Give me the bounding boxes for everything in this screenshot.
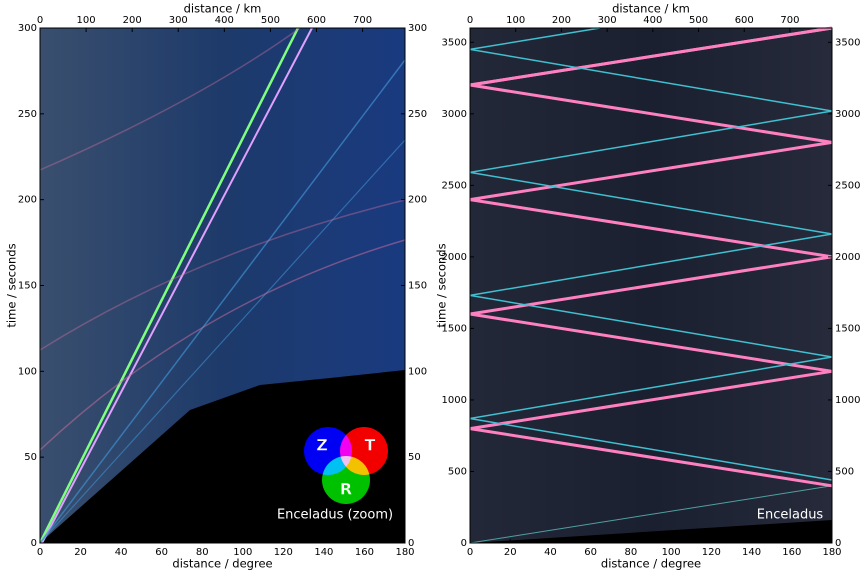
- x-tick-label: 120: [274, 547, 293, 558]
- x-tick-label: 0: [37, 547, 43, 558]
- y-axis-label: time / seconds: [435, 243, 449, 327]
- legend-label: T: [365, 436, 376, 455]
- y-tick-label-right: 300: [408, 23, 427, 34]
- x-tick-label: 180: [395, 547, 414, 558]
- x-tick-label: 40: [115, 547, 128, 558]
- y-tick-label-right: 2000: [835, 252, 860, 263]
- x2-tick-label: 600: [307, 15, 326, 26]
- x2-tick-label: 100: [77, 15, 96, 26]
- x-tick-label: 100: [662, 547, 681, 558]
- x2-tick-label: 500: [689, 15, 708, 26]
- annotation: Enceladus: [757, 508, 824, 523]
- x2-tick-label: 100: [506, 15, 525, 26]
- y-tick-label: 1000: [442, 395, 467, 406]
- x2-tick-label: 600: [735, 15, 754, 26]
- y-tick-label: 2000: [442, 252, 467, 263]
- y-tick-label: 500: [448, 466, 467, 477]
- y-tick-label-right: 200: [408, 195, 427, 206]
- x2-axis-label: distance / km: [612, 2, 690, 16]
- x-tick-label: 60: [155, 547, 168, 558]
- x2-tick-label: 500: [261, 15, 280, 26]
- x2-tick-label: 200: [123, 15, 142, 26]
- y-tick-label: 200: [18, 195, 37, 206]
- x2-tick-label: 400: [643, 15, 662, 26]
- x2-tick-label: 0: [37, 15, 43, 26]
- y-tick-label-right: 1500: [835, 323, 860, 334]
- x2-tick-label: 700: [353, 15, 372, 26]
- y-tick-label: 3000: [442, 109, 467, 120]
- y-tick-label-right: 50: [408, 452, 421, 463]
- x-axis-label: distance / degree: [601, 557, 701, 571]
- y-tick-label-right: 3500: [835, 37, 860, 48]
- legend-label: Z: [316, 436, 328, 455]
- y-tick-label-right: 150: [408, 281, 427, 292]
- seismogram-image: [38, 27, 406, 544]
- x-tick-label: 140: [742, 547, 761, 558]
- y-tick-label-right: 100: [408, 366, 427, 377]
- y-axis-label: time / seconds: [5, 243, 19, 327]
- component-legend: [304, 427, 388, 504]
- plot-frame: [469, 27, 833, 544]
- x-tick-label: 140: [314, 547, 333, 558]
- x2-tick-label: 700: [780, 15, 799, 26]
- y-tick-label-right: 500: [835, 466, 854, 477]
- y-tick-label-right: 0: [835, 538, 841, 549]
- x2-axis-label: distance / km: [184, 2, 262, 16]
- y-tick-label-right: 250: [408, 109, 427, 120]
- y-tick-label-right: 0: [408, 538, 414, 549]
- x-tick-label: 80: [196, 547, 209, 558]
- y-tick-label-right: 2500: [835, 180, 860, 191]
- x-axis-label: distance / degree: [172, 557, 272, 571]
- y-tick-label-right: 1000: [835, 395, 860, 406]
- x-tick-label: 160: [782, 547, 801, 558]
- x-tick-label: 20: [74, 547, 87, 558]
- x2-tick-label: 200: [552, 15, 571, 26]
- seismogram-image: [469, 26, 833, 544]
- y-tick-label: 2500: [442, 180, 467, 191]
- legend-label: R: [340, 480, 352, 499]
- x-tick-label: 100: [233, 547, 252, 558]
- y-tick-label: 100: [18, 366, 37, 377]
- y-tick-label: 150: [18, 281, 37, 292]
- x-tick-label: 80: [625, 547, 638, 558]
- y-tick-label: 250: [18, 109, 37, 120]
- y-tick-label: 3500: [442, 37, 467, 48]
- x-tick-label: 0: [467, 547, 473, 558]
- x2-tick-label: 300: [169, 15, 188, 26]
- annotation: Enceladus (zoom): [277, 508, 393, 523]
- y-tick-label: 0: [31, 538, 37, 549]
- y-tick-label: 0: [461, 538, 467, 549]
- x-tick-label: 120: [702, 547, 721, 558]
- y-tick-label: 300: [18, 23, 37, 34]
- y-tick-label: 1500: [442, 323, 467, 334]
- x-tick-label: 160: [355, 547, 374, 558]
- x2-tick-label: 0: [467, 15, 473, 26]
- x2-tick-label: 300: [598, 15, 617, 26]
- x2-tick-label: 400: [215, 15, 234, 26]
- x-tick-label: 40: [544, 547, 557, 558]
- x-tick-label: 180: [822, 547, 841, 558]
- y-tick-label-right: 3000: [835, 109, 860, 120]
- x-tick-label: 20: [504, 547, 517, 558]
- x-tick-label: 60: [584, 547, 597, 558]
- y-tick-label: 50: [24, 452, 37, 463]
